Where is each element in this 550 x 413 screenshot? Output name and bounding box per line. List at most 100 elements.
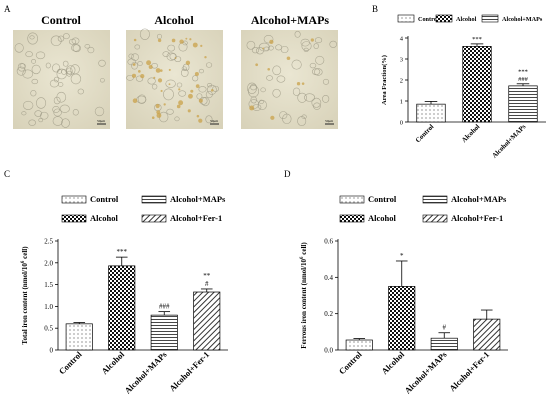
cell-outline bbox=[294, 30, 301, 38]
scale-bar-text: 50μm bbox=[210, 119, 218, 123]
stained-spot bbox=[153, 76, 156, 79]
cell-texture bbox=[246, 30, 338, 127]
cell-outline bbox=[166, 52, 177, 61]
stained-spot bbox=[269, 39, 274, 45]
stained-spot bbox=[190, 89, 194, 93]
cell-outline bbox=[322, 78, 330, 85]
cell-outline bbox=[135, 75, 144, 82]
panel-letter: C bbox=[4, 169, 10, 179]
cell-outline bbox=[291, 59, 302, 70]
legend-swatch bbox=[61, 214, 87, 223]
cell-outline bbox=[35, 51, 46, 60]
stained-spot bbox=[188, 93, 193, 99]
cell-outline bbox=[63, 33, 70, 40]
cell-outline bbox=[165, 79, 176, 88]
y-tick-label: 0.4 bbox=[324, 274, 333, 282]
legend-label: Alcohol+MAPs bbox=[170, 194, 226, 204]
cell-outline bbox=[56, 68, 67, 80]
cell-outline bbox=[77, 88, 84, 95]
stained-spot bbox=[151, 116, 155, 119]
stained-spot bbox=[156, 113, 162, 118]
micrograph-alcohol-maps: Alcohol+MAPs 50μm bbox=[241, 13, 338, 129]
cell-outline bbox=[52, 116, 63, 126]
cell-outline bbox=[71, 37, 80, 45]
micrograph-control: Control 50μm bbox=[13, 13, 110, 129]
cell-outline bbox=[84, 44, 91, 49]
stained-spot bbox=[200, 44, 203, 48]
cell-outline bbox=[198, 86, 207, 93]
stained-spot bbox=[178, 100, 184, 106]
x-tick-label: Alcohol+MAPs bbox=[402, 349, 449, 396]
cell-outline bbox=[70, 64, 80, 75]
cell-outline bbox=[196, 93, 203, 100]
cell-outline bbox=[268, 45, 274, 51]
y-tick-label: 1.5 bbox=[44, 281, 53, 289]
legend-swatch bbox=[339, 214, 365, 223]
cell-outline bbox=[178, 90, 187, 97]
bar bbox=[508, 85, 538, 123]
legend-label: Alcohol+MAPs bbox=[451, 194, 507, 204]
stained-spot bbox=[262, 47, 265, 50]
cell-outline bbox=[313, 43, 319, 49]
legend-label: Alcohol bbox=[456, 16, 477, 23]
cell-outline bbox=[34, 110, 43, 117]
bar bbox=[416, 103, 446, 123]
stained-spot bbox=[157, 78, 163, 83]
cell-outline bbox=[163, 88, 174, 101]
stained-spot bbox=[131, 73, 137, 78]
cell-outline bbox=[248, 85, 259, 98]
cell-outline bbox=[98, 59, 106, 67]
x-tick-label: Alcohol bbox=[99, 349, 126, 376]
cell-outline bbox=[207, 84, 217, 95]
cell-outline bbox=[198, 68, 205, 74]
cell-outline bbox=[280, 45, 289, 54]
y-tick-label: 2.5 bbox=[44, 238, 53, 246]
micrograph-image bbox=[126, 30, 223, 129]
cell-outline bbox=[255, 47, 264, 55]
micrograph-label-alcohol: Alcohol bbox=[154, 13, 194, 27]
legend-label: Control bbox=[90, 194, 119, 204]
legend-swatch bbox=[141, 214, 167, 223]
cell-outline bbox=[260, 87, 266, 93]
y-tick-label: 1.0 bbox=[44, 303, 53, 311]
cell-outline bbox=[272, 65, 282, 76]
cell-outline bbox=[297, 92, 307, 103]
cell-outline bbox=[272, 88, 281, 98]
cell-outline bbox=[71, 44, 81, 52]
stained-spot bbox=[301, 82, 305, 85]
cell-outline bbox=[134, 44, 141, 50]
cell-outline bbox=[99, 78, 105, 83]
y-axis-label: Area Fraction(%) bbox=[381, 55, 388, 105]
stained-spot bbox=[160, 89, 163, 93]
cell-outline bbox=[25, 51, 33, 58]
legend-swatch bbox=[397, 14, 415, 23]
cell-outline bbox=[29, 35, 35, 40]
stained-spot bbox=[194, 71, 199, 77]
micrograph-alcohol: Alcohol 50μm bbox=[126, 13, 223, 129]
stained-spot bbox=[204, 56, 207, 59]
cell-outline bbox=[87, 46, 95, 54]
stained-spot bbox=[157, 38, 162, 43]
cell-outline bbox=[166, 108, 174, 115]
legend-label: Control bbox=[368, 194, 397, 204]
significance-label: # bbox=[205, 280, 209, 288]
stained-spot bbox=[176, 104, 181, 109]
cell-outline bbox=[68, 38, 77, 45]
cell-outline bbox=[59, 104, 70, 113]
legend-label: Alcohol bbox=[368, 213, 397, 223]
stained-spot bbox=[187, 109, 191, 113]
y-tick-label: 4 bbox=[400, 36, 404, 43]
legend-swatch bbox=[61, 195, 87, 204]
y-tick-label: 0.2 bbox=[324, 310, 333, 318]
x-tick-label: Control bbox=[415, 123, 436, 144]
cell-outline bbox=[266, 75, 273, 81]
stained-spot bbox=[137, 70, 141, 73]
bar bbox=[473, 318, 501, 351]
cell-outline bbox=[250, 96, 257, 104]
x-tick-label: Control bbox=[57, 349, 84, 376]
stained-spot bbox=[296, 82, 301, 86]
significance-label: *** bbox=[117, 248, 128, 256]
legend-swatch bbox=[435, 14, 453, 23]
cell-outline bbox=[17, 62, 26, 72]
cell-outline bbox=[246, 82, 257, 94]
